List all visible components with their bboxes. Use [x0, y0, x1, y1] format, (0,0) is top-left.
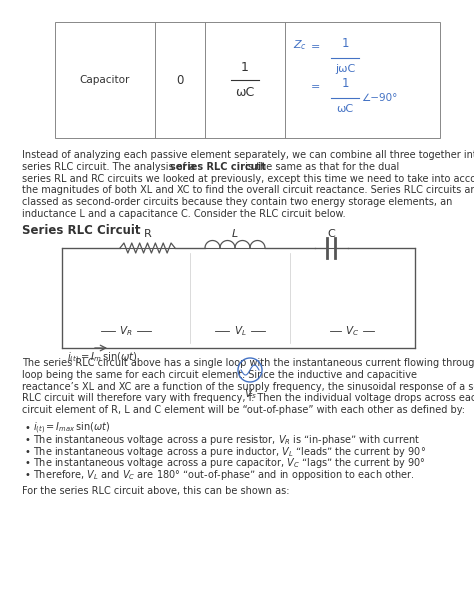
Text: 1: 1	[241, 61, 249, 74]
Bar	[62, 248, 415, 348]
Text: inductance L and a capacitance C. Consider the RLC circuit below.: inductance L and a capacitance C. Consid…	[22, 209, 346, 219]
Text: loop being the same for each circuit element. Since the inductive and capacitive: loop being the same for each circuit ele…	[22, 370, 417, 380]
Text: $Z_c$: $Z_c$	[293, 38, 307, 52]
Text: •: •	[25, 435, 31, 445]
Text: Instead of analyzing each passive element separately, we can combine all three t: Instead of analyzing each passive elemen…	[22, 150, 474, 160]
Text: RLC circuit will therefore vary with frequency, f. Then the individual voltage d: RLC circuit will therefore vary with fre…	[22, 394, 474, 403]
Text: the magnitudes of both XL and XC to find the overall circuit reactance. Series R: the magnitudes of both XL and XC to find…	[22, 185, 474, 196]
Text: classed as second-order circuits because they contain two energy storage element: classed as second-order circuits because…	[22, 197, 452, 207]
Text: •: •	[25, 423, 31, 433]
Text: circuit element of R, L and C element will be “out-of-phase” with each other as : circuit element of R, L and C element wi…	[22, 405, 465, 415]
Text: ωC: ωC	[337, 104, 354, 114]
Bar	[55, 22, 440, 138]
Text: =: =	[311, 42, 320, 52]
Text: Series RLC Circuit: Series RLC Circuit	[22, 224, 140, 237]
Text: The instantaneous voltage across a pure inductor, $V_L$ “leads” the current by 9: The instantaneous voltage across a pure …	[33, 444, 426, 459]
Text: $V_s$: $V_s$	[244, 387, 256, 401]
Text: L: L	[232, 229, 238, 239]
Text: $i_{(t)} = I_m\,\sin(\omega t)$: $i_{(t)} = I_m\,\sin(\omega t)$	[67, 350, 138, 366]
Text: series RLC circuit. The analysis of a: series RLC circuit. The analysis of a	[22, 162, 198, 172]
Text: is the same as that for the dual: is the same as that for the dual	[242, 162, 399, 172]
Text: R: R	[144, 229, 151, 239]
Text: 0: 0	[176, 74, 184, 86]
Text: =: =	[311, 82, 320, 92]
Text: $V_C$: $V_C$	[346, 324, 360, 338]
Text: •: •	[25, 447, 31, 457]
Text: ∠−90°: ∠−90°	[361, 93, 397, 103]
Text: For the series RLC circuit above, this can be shown as:: For the series RLC circuit above, this c…	[22, 486, 290, 496]
Text: •: •	[25, 459, 31, 468]
Text: series RLC circuit: series RLC circuit	[170, 162, 266, 172]
Text: •: •	[25, 470, 31, 480]
Text: Capacitor: Capacitor	[80, 75, 130, 85]
Text: $V_L$: $V_L$	[234, 324, 246, 338]
Text: series RL and RC circuits we looked at previously, except this time we need to t: series RL and RC circuits we looked at p…	[22, 173, 474, 184]
Text: $i_{(t)} = I_{max}\,\sin(\omega t)$: $i_{(t)} = I_{max}\,\sin(\omega t)$	[33, 421, 110, 436]
Text: The instantaneous voltage across a pure resistor, $V_R$ is “in-phase” with curre: The instantaneous voltage across a pure …	[33, 433, 420, 447]
Text: The series RLC circuit above has a single loop with the instantaneous current fl: The series RLC circuit above has a singl…	[22, 358, 474, 368]
Text: Therefore, $V_L$ and $V_C$ are 180° “out-of-phase” and in opposition to each oth: Therefore, $V_L$ and $V_C$ are 180° “out…	[33, 468, 414, 482]
Text: 1: 1	[341, 77, 349, 90]
Text: C: C	[328, 229, 336, 239]
Text: reactance’s XL and XC are a function of the supply frequency, the sinusoidal res: reactance’s XL and XC are a function of …	[22, 382, 474, 392]
Text: ωC: ωC	[236, 86, 255, 99]
Text: $V_R$: $V_R$	[119, 324, 133, 338]
Text: 1: 1	[341, 37, 349, 50]
Text: jωC: jωC	[335, 64, 355, 74]
Text: The instantaneous voltage across a pure capacitor, $V_C$ “lags” the current by 9: The instantaneous voltage across a pure …	[33, 457, 426, 470]
